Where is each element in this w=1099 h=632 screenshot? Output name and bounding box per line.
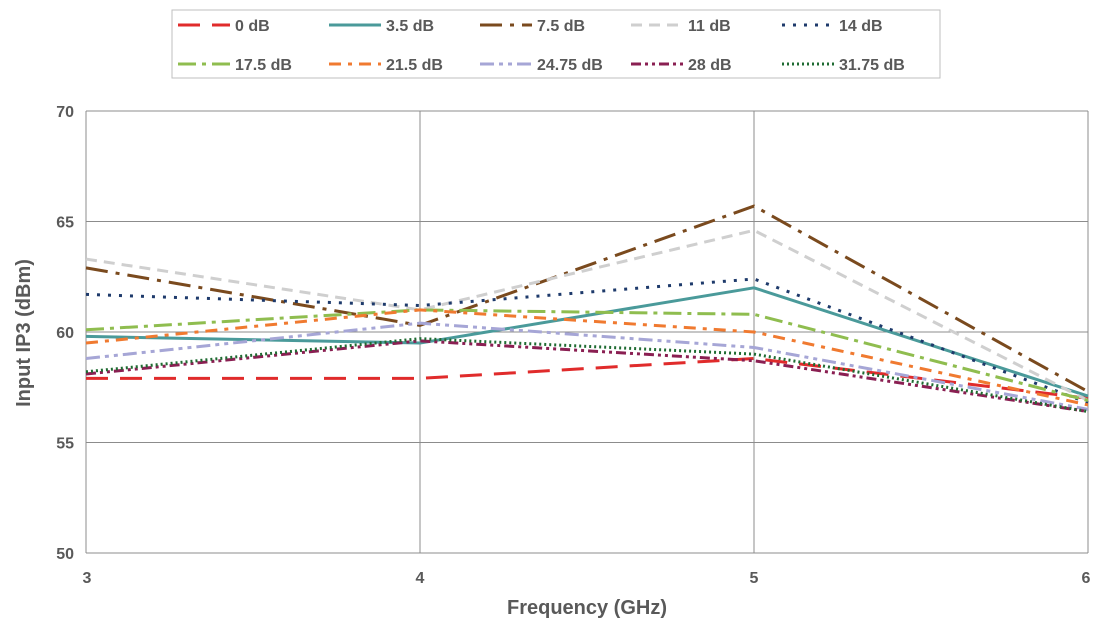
series-line: [85, 337, 1089, 414]
legend-label: 21.5 dB: [386, 57, 443, 74]
x-tick-label: 3: [83, 570, 92, 587]
y-tick-label: 50: [56, 546, 74, 563]
legend-label: 11 dB: [688, 18, 731, 35]
series-line: [85, 277, 1089, 405]
legend-label: 14 dB: [839, 18, 883, 35]
series-line: [85, 339, 1089, 414]
legend-label: 31.75 dB: [839, 57, 905, 74]
y-tick-label: 55: [56, 436, 74, 453]
x-axis-title: Frequency (GHz): [507, 597, 667, 619]
tick-labels: 50 55 60 65 70 3 4 5 6: [56, 104, 1090, 587]
series-line: [85, 308, 1089, 402]
series-line: [85, 308, 1089, 407]
x-tick-label: 5: [750, 570, 759, 587]
y-tick-label: 65: [56, 215, 74, 232]
legend-label: 28 dB: [688, 57, 732, 74]
legend-label: 17.5 dB: [235, 57, 292, 74]
legend-label: 24.75 dB: [537, 57, 603, 74]
x-tick-label: 4: [416, 570, 425, 587]
gridlines: [85, 110, 1089, 554]
y-tick-label: 60: [56, 325, 74, 342]
series-line: [85, 321, 1089, 411]
y-tick-label: 70: [56, 104, 74, 121]
legend-label: 0 dB: [235, 18, 270, 35]
series-layer: [85, 204, 1089, 414]
series-line: [85, 228, 1089, 402]
series-line: [85, 204, 1089, 393]
x-tick-label: 6: [1082, 570, 1091, 587]
legend: 0 dB 3.5 dB 7.5 dB 11 dB 14 dB 17.5 dB 21.5 dB…: [178, 18, 905, 74]
y-axis-title: Input IP3 (dBm): [13, 259, 35, 407]
legend-label: 7.5 dB: [537, 18, 585, 35]
series-line: [86, 357, 1089, 400]
legend-box: [171, 9, 941, 79]
legend-label: 3.5 dB: [386, 18, 434, 35]
